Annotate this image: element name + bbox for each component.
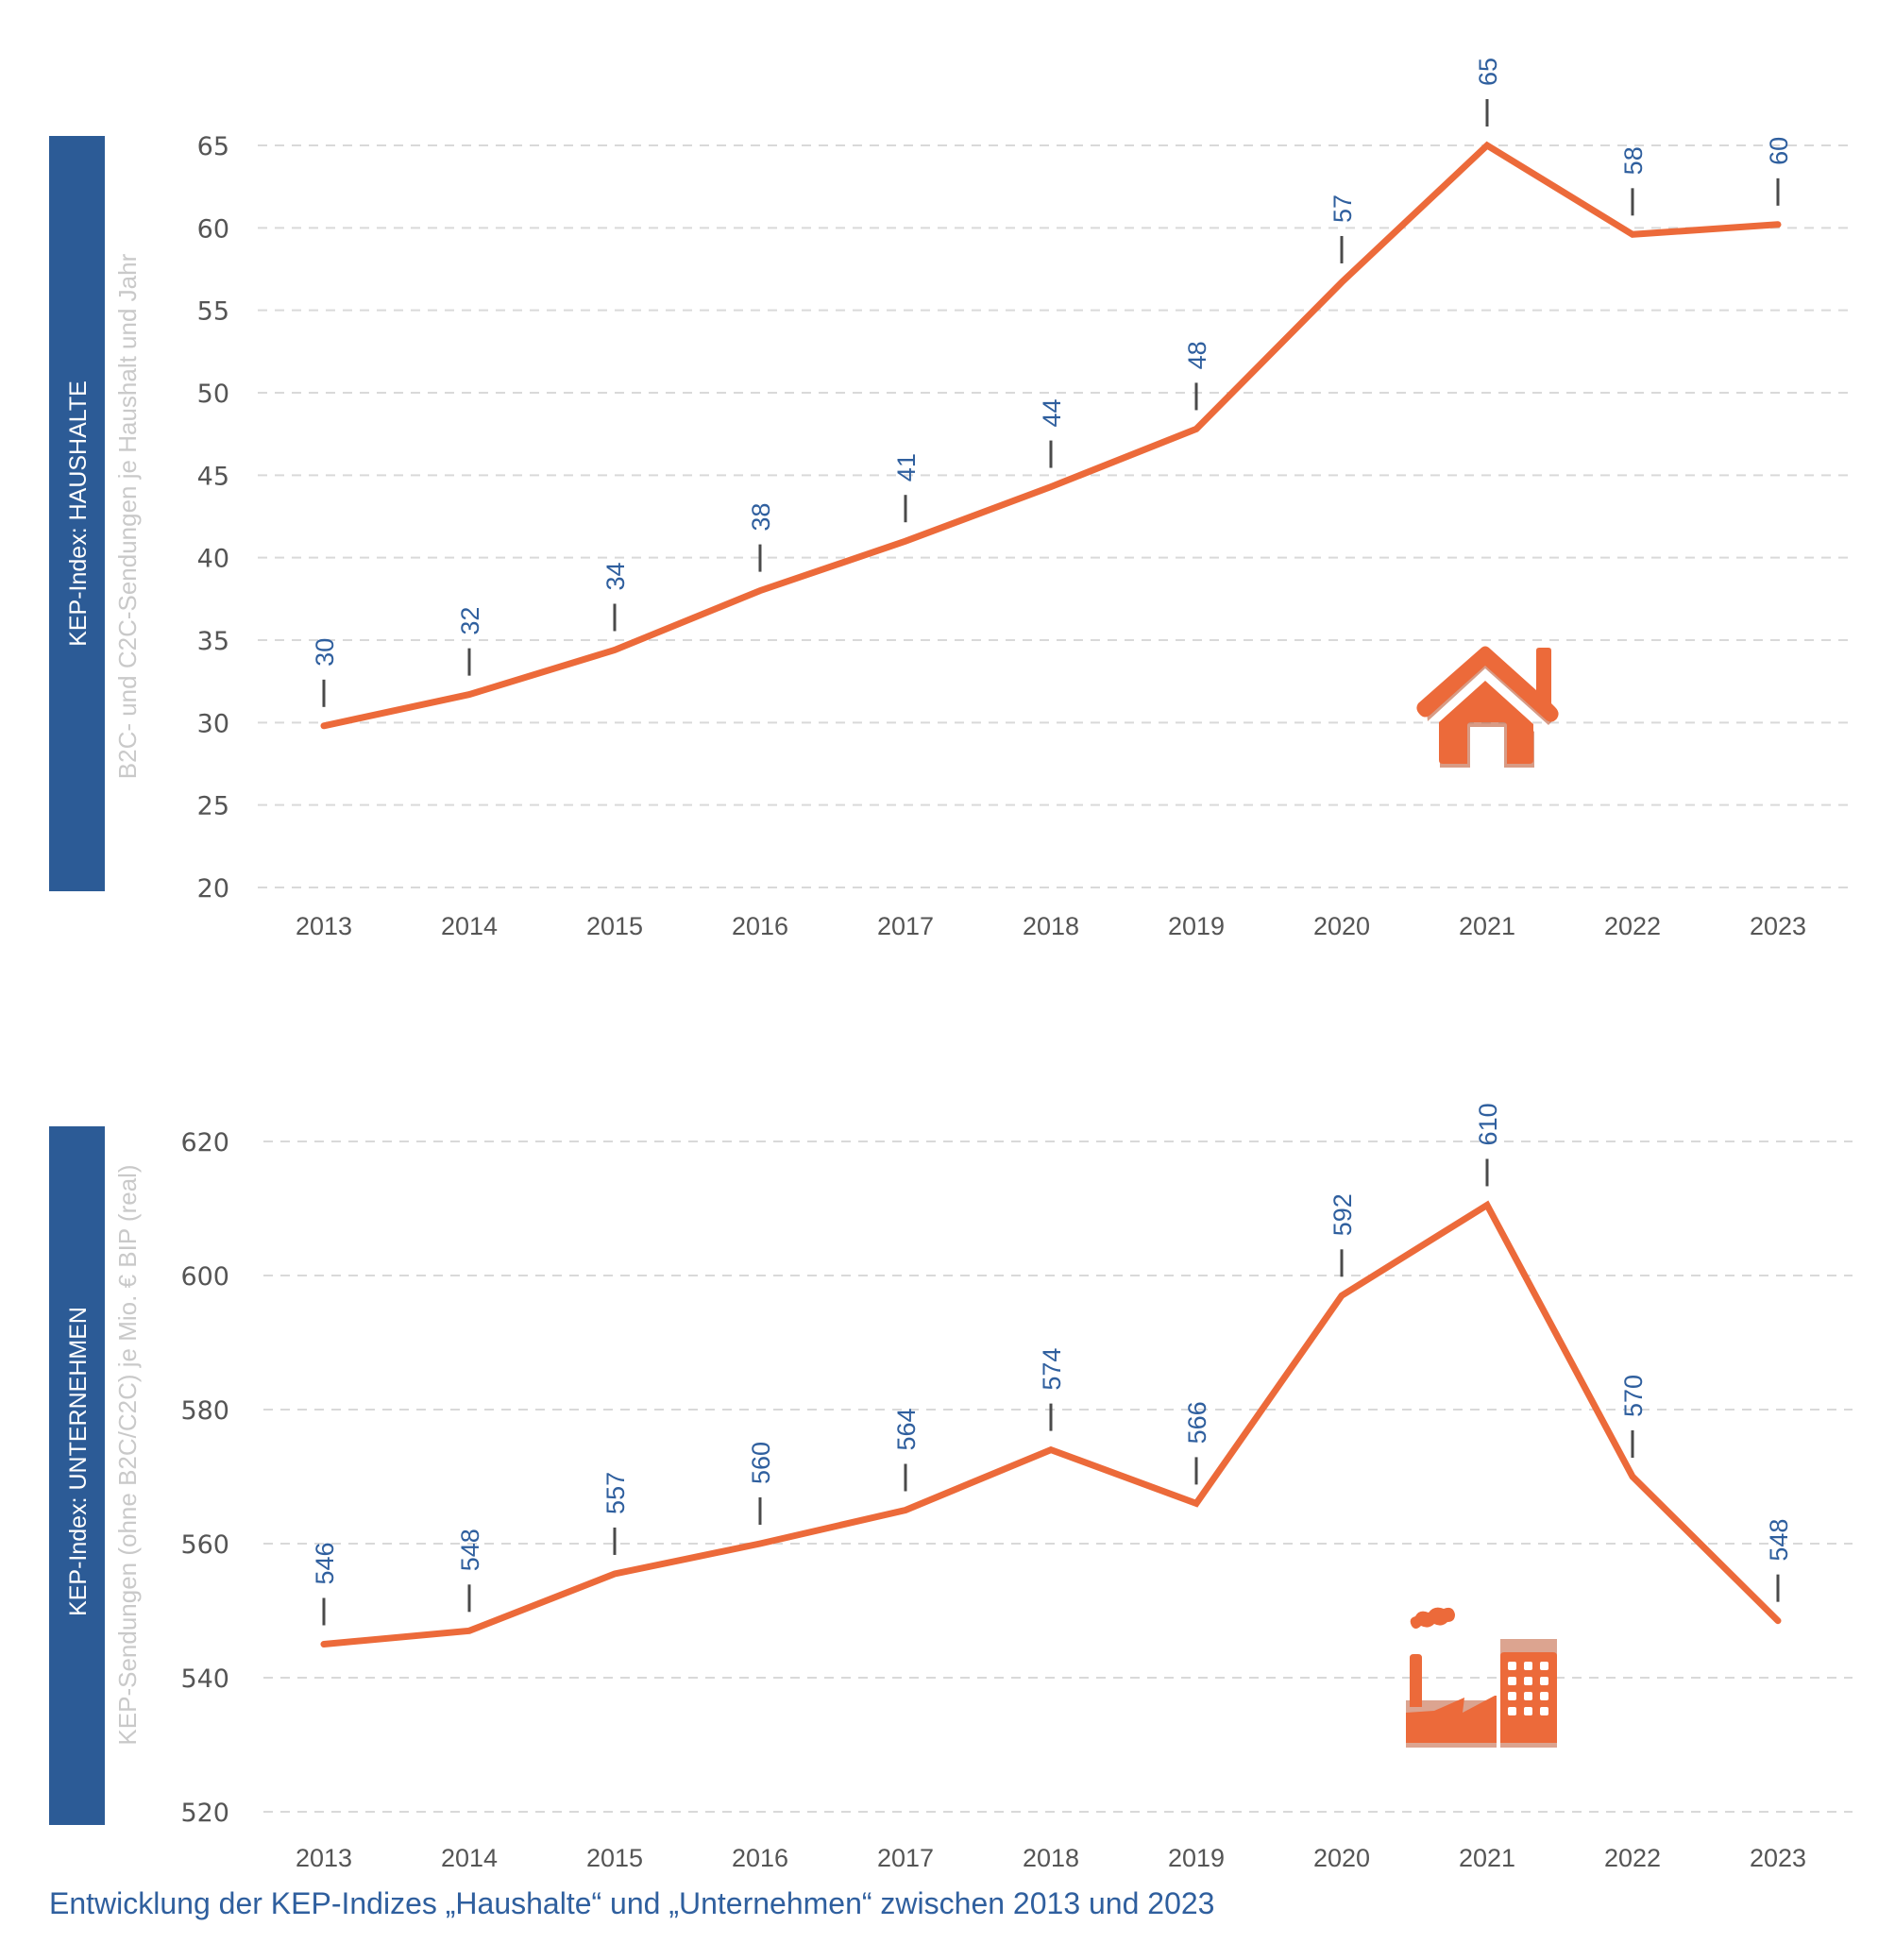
y-tick-label: 20 [197,874,229,904]
x-tick-label: 2021 [1459,1844,1515,1872]
series-line-haushalte [320,141,1782,730]
x-tick-label: 2013 [296,912,352,940]
banner-title-haushalte: KEP-Index: HAUSHALTE [65,380,92,647]
y-tick-label: 620 [180,1128,229,1157]
data-label: 560 [747,1442,775,1484]
x-tick-label: 2017 [877,912,934,940]
x-tick-label: 2023 [1750,1844,1806,1872]
chart-haushalte: KEP-Index: HAUSHALTE B2C- und C2C-Sendun… [49,58,1853,940]
y-tick-label: 40 [197,545,229,574]
data-labels-unternehmen: 546 548 557 560 564 574 566 592 610 570 548 [311,1103,1793,1626]
y-tick-label: 540 [180,1664,229,1694]
data-label: 34 [601,562,630,590]
banner-unternehmen [49,1126,105,1825]
data-label: 65 [1474,58,1502,86]
data-label: 557 [601,1472,630,1514]
y-tick-label: 45 [197,462,229,491]
y-tick-label: 520 [180,1799,229,1828]
house-icon [1416,646,1559,768]
x-tick-label: 2019 [1168,1844,1225,1872]
x-tick-label: 2016 [732,912,788,940]
y-tick-label: 50 [197,380,229,409]
y-tick-label: 35 [197,627,229,656]
chart-unternehmen: KEP-Index: UNTERNEHMEN KEP-Sendungen (oh… [49,1103,1853,1872]
data-label: 30 [311,638,339,667]
x-tick-label: 2017 [877,1844,934,1872]
figure-caption: Entwicklung der KEP-Indizes „Haushalte“ … [49,1886,1214,1920]
data-label: 548 [456,1529,484,1571]
data-label: 548 [1765,1519,1793,1562]
y-tick-label: 580 [180,1396,229,1426]
y-tick-label: 25 [197,792,229,821]
x-tick-label: 2018 [1023,1844,1079,1872]
factory-icon [1406,1607,1557,1748]
y-tick-label: 600 [180,1262,229,1292]
y-ticks-haushalte: 20 25 30 35 40 45 50 55 60 65 [197,132,229,904]
data-label: 592 [1328,1193,1357,1236]
gridlines-haushalte [258,144,1853,888]
y-axis-label-haushalte: B2C- und C2C-Sendungen je Haushalt und J… [113,253,142,779]
banner-haushalte [49,136,105,891]
x-tick-label: 2023 [1750,912,1806,940]
y-tick-label: 60 [197,214,229,244]
data-labels-haushalte: 30 32 34 38 41 44 48 57 65 58 60 [311,58,1793,707]
y-tick-label: 560 [180,1530,229,1560]
data-label: 58 [1619,146,1648,175]
banner-title-unternehmen: KEP-Index: UNTERNEHMEN [65,1307,92,1616]
x-ticks-haushalte: 2013 2014 2015 2016 2017 2018 2019 2020 2021 2022… [296,912,1806,940]
data-label: 32 [456,607,484,635]
series-line-unternehmen [320,1200,1782,1647]
data-label: 566 [1183,1401,1211,1444]
y-tick-label: 30 [197,709,229,738]
data-label: 41 [892,453,921,482]
data-label: 574 [1038,1348,1066,1391]
data-label: 546 [311,1542,339,1584]
x-tick-label: 2022 [1604,1844,1661,1872]
data-label: 44 [1038,399,1066,428]
x-tick-label: 2022 [1604,912,1661,940]
x-tick-label: 2014 [441,1844,498,1872]
x-ticks-unternehmen: 2013 2014 2015 2016 2017 2018 2019 2020 2021 2022… [296,1844,1806,1872]
x-tick-label: 2015 [586,1844,643,1872]
x-tick-label: 2015 [586,912,643,940]
x-tick-label: 2018 [1023,912,1079,940]
x-tick-label: 2014 [441,912,498,940]
x-tick-label: 2016 [732,1844,788,1872]
x-tick-label: 2013 [296,1844,352,1872]
y-ticks-unternehmen: 520 540 560 580 600 620 [180,1128,229,1828]
x-tick-label: 2019 [1168,912,1225,940]
x-tick-label: 2021 [1459,912,1515,940]
data-label: 60 [1765,137,1793,165]
data-label: 38 [747,503,775,532]
gridlines-unternehmen [263,1141,1853,1813]
data-label: 57 [1328,194,1357,223]
data-label: 564 [892,1408,921,1450]
x-tick-label: 2020 [1313,912,1370,940]
y-tick-label: 65 [197,132,229,161]
y-tick-label: 55 [197,297,229,327]
y-axis-label-unternehmen: KEP-Sendungen (ohne B2C/C2C) je Mio. € B… [113,1164,142,1745]
x-tick-label: 2020 [1313,1844,1370,1872]
data-label: 48 [1183,341,1211,369]
data-label: 570 [1619,1375,1648,1417]
data-label: 610 [1474,1103,1502,1145]
